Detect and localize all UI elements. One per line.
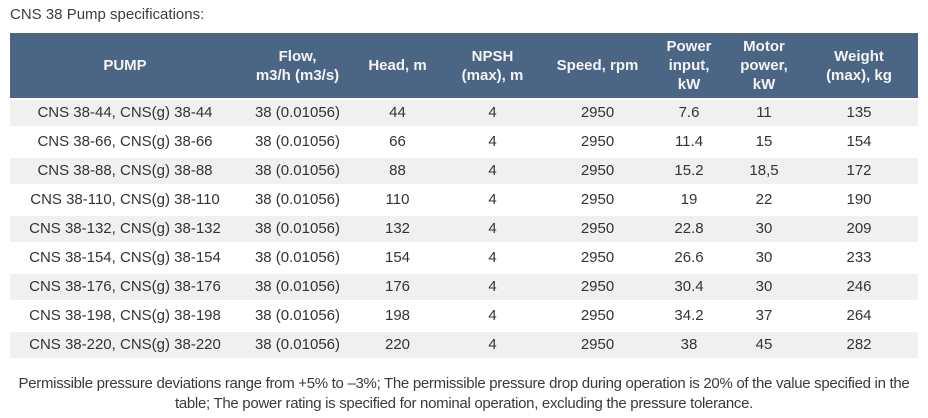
table-row: CNS 38-176, CNS(g) 38-176 38 (0.01056) 176… <box>10 274 918 303</box>
table-cell: 2950 <box>545 158 650 187</box>
table-cell: 38 (0.01056) <box>240 100 355 129</box>
table-cell: 4 <box>440 303 545 332</box>
table-cell: 38 (0.01056) <box>240 158 355 187</box>
table-cell: 2950 <box>545 129 650 158</box>
table-cell: 132 <box>355 216 440 245</box>
table-cell: 154 <box>355 245 440 274</box>
table-cell: 30 <box>728 245 800 274</box>
table-cell: 198 <box>355 303 440 332</box>
table-cell: 22.8 <box>650 216 728 245</box>
table-cell: 4 <box>440 100 545 129</box>
table-cell: 11 <box>728 100 800 129</box>
table-cell: 2950 <box>545 332 650 361</box>
table-cell: 38 <box>650 332 728 361</box>
column-header-npsh: NPSH (max), m <box>440 33 545 100</box>
table-row: CNS 38-154, CNS(g) 38-154 38 (0.01056) 154… <box>10 245 918 274</box>
column-header-speed: Speed, rpm <box>545 33 650 100</box>
table-cell: 220 <box>355 332 440 361</box>
table-row: CNS 38-88, CNS(g) 38-88 38 (0.01056) 88 4 29… <box>10 158 918 187</box>
table-cell: 44 <box>355 100 440 129</box>
column-header-weight: Weight (max), kg <box>800 33 918 100</box>
table-cell: 38 (0.01056) <box>240 129 355 158</box>
table-cell: 37 <box>728 303 800 332</box>
table-cell: 4 <box>440 332 545 361</box>
table-cell: 19 <box>650 187 728 216</box>
table-cell: 4 <box>440 274 545 303</box>
table-cell: CNS 38-176, CNS(g) 38-176 <box>10 274 240 303</box>
table-cell: 30 <box>728 216 800 245</box>
table-row: CNS 38-66, CNS(g) 38-66 38 (0.01056) 66 4 29… <box>10 129 918 158</box>
table-cell: 264 <box>800 303 918 332</box>
table-cell: 15.2 <box>650 158 728 187</box>
table-cell: 246 <box>800 274 918 303</box>
table-cell: 4 <box>440 245 545 274</box>
table-cell: 38 (0.01056) <box>240 187 355 216</box>
table-cell: 15 <box>728 129 800 158</box>
table-cell: 2950 <box>545 245 650 274</box>
table-cell: 4 <box>440 216 545 245</box>
table-cell: 11.4 <box>650 129 728 158</box>
table-cell: CNS 38-110, CNS(g) 38-110 <box>10 187 240 216</box>
column-header-motor-power: Motor power, kW <box>728 33 800 100</box>
table-cell: 30 <box>728 274 800 303</box>
table-cell: CNS 38-44, CNS(g) 38-44 <box>10 100 240 129</box>
table-cell: 2950 <box>545 100 650 129</box>
table-cell: CNS 38-154, CNS(g) 38-154 <box>10 245 240 274</box>
table-cell: 154 <box>800 129 918 158</box>
table-cell: 18,5 <box>728 158 800 187</box>
table-row: CNS 38-220, CNS(g) 38-220 38 (0.01056) 220… <box>10 332 918 361</box>
table-cell: 190 <box>800 187 918 216</box>
table-cell: 4 <box>440 158 545 187</box>
table-cell: 176 <box>355 274 440 303</box>
table-row: CNS 38-132, CNS(g) 38-132 38 (0.01056) 132… <box>10 216 918 245</box>
table-cell: CNS 38-66, CNS(g) 38-66 <box>10 129 240 158</box>
table-row: CNS 38-44, CNS(g) 38-44 38 (0.01056) 44 4 29… <box>10 100 918 129</box>
table-cell: 26.6 <box>650 245 728 274</box>
table-cell: 2950 <box>545 216 650 245</box>
table-cell: CNS 38-132, CNS(g) 38-132 <box>10 216 240 245</box>
table-cell: 45 <box>728 332 800 361</box>
table-cell: 172 <box>800 158 918 187</box>
table-cell: 38 (0.01056) <box>240 303 355 332</box>
table-cell: 88 <box>355 158 440 187</box>
table-cell: 2950 <box>545 303 650 332</box>
table-cell: 4 <box>440 187 545 216</box>
table-cell: 30.4 <box>650 274 728 303</box>
header-row: PUMP Flow, m3/h (m3/s) Head, m NPSH (max… <box>10 33 918 100</box>
table-cell: 66 <box>355 129 440 158</box>
table-row: CNS 38-198, CNS(g) 38-198 38 (0.01056) 198… <box>10 303 918 332</box>
pump-specs-table: PUMP Flow, m3/h (m3/s) Head, m NPSH (max… <box>10 33 918 361</box>
column-header-pump: PUMP <box>10 33 240 100</box>
table-cell: CNS 38-88, CNS(g) 38-88 <box>10 158 240 187</box>
table-cell: 38 (0.01056) <box>240 332 355 361</box>
table-body: CNS 38-44, CNS(g) 38-44 38 (0.01056) 44 4 29… <box>10 100 918 361</box>
footnote: Permissible pressure deviations range fr… <box>18 375 910 412</box>
column-header-flow: Flow, m3/h (m3/s) <box>240 33 355 100</box>
table-cell: 2950 <box>545 187 650 216</box>
table-cell: 110 <box>355 187 440 216</box>
table-cell: 4 <box>440 129 545 158</box>
table-cell: 209 <box>800 216 918 245</box>
table-cell: 38 (0.01056) <box>240 245 355 274</box>
table-cell: 38 (0.01056) <box>240 216 355 245</box>
table-header: PUMP Flow, m3/h (m3/s) Head, m NPSH (max… <box>10 33 918 100</box>
column-header-head: Head, m <box>355 33 440 100</box>
table-cell: 7.6 <box>650 100 728 129</box>
table-cell: 233 <box>800 245 918 274</box>
table-cell: 2950 <box>545 274 650 303</box>
table-cell: CNS 38-198, CNS(g) 38-198 <box>10 303 240 332</box>
table-row: CNS 38-110, CNS(g) 38-110 38 (0.01056) 110… <box>10 187 918 216</box>
table-cell: 22 <box>728 187 800 216</box>
table-cell: CNS 38-220, CNS(g) 38-220 <box>10 332 240 361</box>
table-cell: 38 (0.01056) <box>240 274 355 303</box>
column-header-power-input: Power input, kW <box>650 33 728 100</box>
page-title: CNS 38 Pump specifications: <box>10 6 205 23</box>
table-cell: 34.2 <box>650 303 728 332</box>
table-cell: 135 <box>800 100 918 129</box>
table-cell: 282 <box>800 332 918 361</box>
